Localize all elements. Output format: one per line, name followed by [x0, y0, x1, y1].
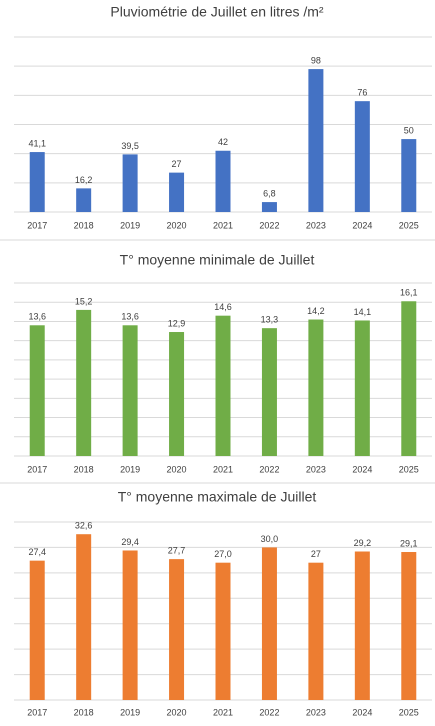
x-tick-label: 2023 — [306, 464, 326, 474]
data-label: 16,2 — [75, 175, 93, 185]
bar — [29, 560, 45, 700]
bar — [401, 139, 417, 212]
x-tick-label: 2017 — [27, 707, 47, 717]
chart-title: T° moyenne maximale de Juillet — [118, 489, 317, 505]
data-label: 76 — [357, 88, 367, 98]
x-tick-label: 2019 — [120, 707, 140, 717]
x-tick-label: 2022 — [259, 220, 279, 230]
data-label: 27 — [311, 549, 321, 559]
data-label: 16,1 — [400, 288, 418, 298]
data-label: 27,4 — [28, 547, 46, 557]
bar — [169, 332, 185, 456]
x-tick-label: 2017 — [27, 464, 47, 474]
chart-title: Pluviométrie de Juillet en litres /m² — [110, 4, 324, 20]
data-label: 42 — [218, 137, 228, 147]
x-tick-label: 2018 — [74, 220, 94, 230]
x-tick-label: 2018 — [74, 707, 94, 717]
bar — [308, 69, 324, 212]
x-tick-label: 2021 — [213, 220, 233, 230]
bar — [308, 319, 324, 456]
bar — [76, 534, 92, 700]
bar — [122, 154, 138, 212]
x-tick-label: 2025 — [399, 464, 419, 474]
x-tick-label: 2022 — [259, 707, 279, 717]
data-label: 39,5 — [121, 141, 139, 151]
bar — [169, 559, 185, 700]
bar — [354, 320, 370, 456]
bar — [401, 301, 417, 456]
bar — [122, 550, 138, 700]
data-label: 50 — [404, 125, 414, 135]
data-label: 14,6 — [214, 302, 232, 312]
bar — [354, 101, 370, 212]
data-label: 29,1 — [400, 538, 418, 548]
x-tick-label: 2025 — [399, 220, 419, 230]
bar — [401, 552, 417, 700]
x-tick-label: 2022 — [259, 464, 279, 474]
data-label: 29,4 — [121, 537, 139, 547]
bar — [215, 150, 231, 212]
bar — [261, 547, 277, 700]
bar — [308, 562, 324, 700]
data-label: 14,1 — [354, 307, 372, 317]
bar — [261, 202, 277, 212]
data-label: 27,0 — [214, 549, 232, 559]
data-label: 98 — [311, 55, 321, 65]
bar — [215, 315, 231, 456]
x-tick-label: 2019 — [120, 220, 140, 230]
x-tick-label: 2024 — [352, 464, 372, 474]
bar — [76, 309, 92, 456]
x-tick-label: 2023 — [306, 220, 326, 230]
x-tick-label: 2021 — [213, 707, 233, 717]
x-tick-label: 2018 — [74, 464, 94, 474]
bar — [29, 325, 45, 456]
x-tick-label: 2020 — [167, 707, 187, 717]
bar — [29, 152, 45, 212]
data-label: 13,6 — [28, 312, 46, 322]
data-label: 32,6 — [75, 521, 93, 531]
data-label: 29,2 — [354, 538, 372, 548]
x-tick-label: 2017 — [27, 220, 47, 230]
chart-title: T° moyenne minimale de Juillet — [120, 252, 315, 268]
x-tick-label: 2020 — [167, 464, 187, 474]
bar — [76, 188, 92, 212]
data-label: 15,2 — [75, 296, 93, 306]
x-tick-label: 2021 — [213, 464, 233, 474]
x-tick-label: 2023 — [306, 707, 326, 717]
data-label: 27,7 — [168, 546, 186, 556]
x-tick-label: 2025 — [399, 707, 419, 717]
x-tick-label: 2024 — [352, 707, 372, 717]
data-label: 13,6 — [121, 312, 139, 322]
data-label: 12,9 — [168, 318, 186, 328]
x-tick-label: 2020 — [167, 220, 187, 230]
data-label: 13,3 — [261, 315, 279, 325]
bar — [215, 562, 231, 700]
data-label: 27 — [172, 159, 182, 169]
bar — [354, 551, 370, 700]
data-label: 14,2 — [307, 306, 325, 316]
data-label: 6,8 — [263, 188, 276, 198]
data-label: 30,0 — [261, 534, 279, 544]
x-tick-label: 2019 — [120, 464, 140, 474]
bar — [261, 328, 277, 456]
bar — [122, 325, 138, 456]
bar — [169, 172, 185, 212]
data-label: 41,1 — [28, 138, 46, 148]
x-tick-label: 2024 — [352, 220, 372, 230]
